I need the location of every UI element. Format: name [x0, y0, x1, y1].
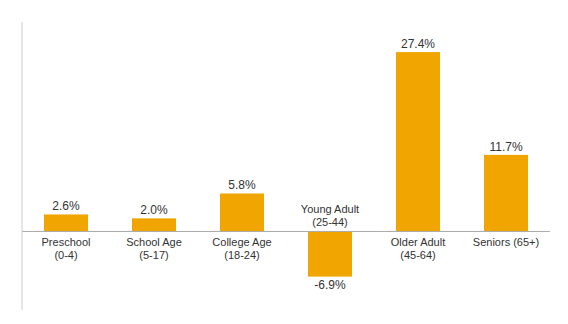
- svg-text:School Age(5-17): School Age(5-17): [126, 236, 182, 261]
- svg-text:2.6%: 2.6%: [52, 199, 80, 213]
- svg-text:Seniors (65+): Seniors (65+): [473, 236, 539, 248]
- svg-text:5.8%: 5.8%: [228, 178, 256, 192]
- svg-text:27.4%: 27.4%: [401, 37, 435, 51]
- svg-text:Older Adult(45-64): Older Adult(45-64): [391, 236, 445, 261]
- svg-text:College Age(18-24): College Age(18-24): [212, 236, 271, 261]
- svg-text:-6.9%: -6.9%: [314, 278, 346, 292]
- svg-text:Young Adult(25-44): Young Adult(25-44): [301, 203, 359, 228]
- svg-text:2.0%: 2.0%: [140, 203, 168, 217]
- svg-text:Preschool(0-4): Preschool(0-4): [42, 236, 91, 261]
- svg-text:11.7%: 11.7%: [489, 140, 522, 154]
